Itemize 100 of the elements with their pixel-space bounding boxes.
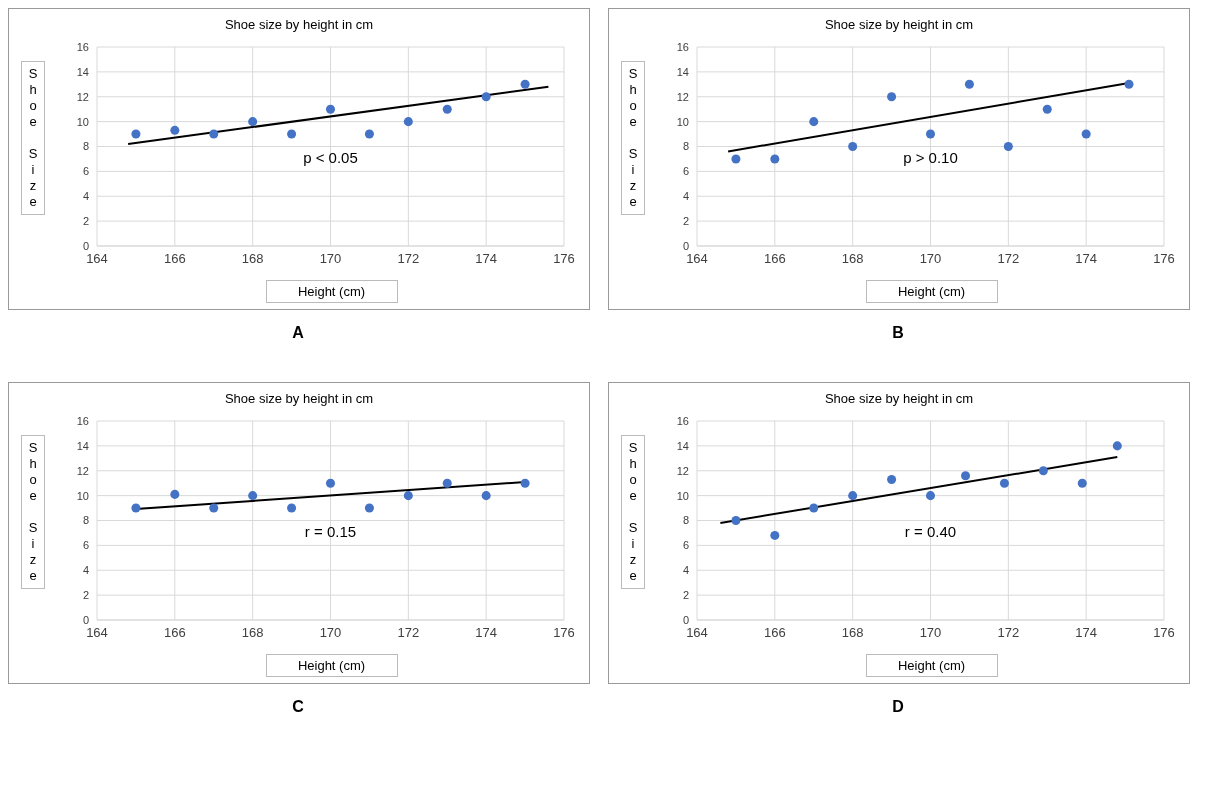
y-tick-label: 6	[682, 165, 689, 178]
x-tick-label: 176	[1153, 251, 1175, 267]
y-tick-label: 14	[76, 439, 89, 452]
x-tick-label: 164	[686, 625, 708, 641]
point	[248, 491, 258, 501]
x-tick-label: 164	[86, 251, 108, 267]
point	[170, 489, 180, 499]
annotation: p < 0.05	[302, 149, 359, 166]
y-tick-label: 12	[676, 90, 689, 103]
x-tick-label: 172	[997, 251, 1020, 267]
y-tick-label: 14	[76, 65, 89, 78]
x-tick-label: 172	[997, 625, 1020, 641]
x-tick-label: 166	[763, 251, 786, 267]
point	[1077, 478, 1087, 488]
x-axis-title: Height (cm)	[865, 280, 998, 303]
text: Shoe Size	[28, 440, 38, 583]
y-tick-label: 12	[76, 90, 89, 103]
point	[731, 515, 741, 526]
point	[364, 503, 374, 513]
y-tick-label: 14	[676, 65, 689, 78]
x-tick-label: 174	[1075, 251, 1098, 267]
chart-title: Shoe size by height in cm	[223, 17, 375, 32]
y-tick-label: 0	[82, 613, 89, 626]
chart-title: Shoe size by height in cm	[223, 391, 375, 406]
y-tick-label: 12	[76, 464, 89, 477]
point	[403, 117, 413, 127]
y-tick-label: 8	[682, 140, 689, 153]
point	[325, 104, 336, 114]
point	[770, 154, 780, 164]
y-tick-label: 10	[76, 115, 89, 128]
y-tick-label: 16	[76, 40, 89, 53]
point	[925, 129, 936, 139]
x-tick-label: 168	[241, 251, 264, 267]
point	[481, 92, 491, 102]
x-tick-label: 164	[686, 251, 708, 267]
point	[1042, 104, 1052, 114]
point	[481, 491, 491, 501]
y-tick-label: 0	[82, 239, 89, 252]
text: Shoe Size	[28, 66, 38, 209]
point	[209, 129, 219, 139]
point	[809, 117, 819, 127]
point	[287, 503, 297, 513]
annotation: p > 0.10	[902, 149, 959, 166]
x-tick-label: 168	[841, 625, 864, 641]
y-tick-label: 10	[676, 489, 689, 502]
point	[848, 491, 858, 501]
x-tick-label: 176	[1153, 625, 1175, 641]
x-tick-label: 170	[919, 625, 942, 641]
x-axis-title: Height (cm)	[265, 280, 398, 303]
x-tick-label: 170	[919, 251, 942, 267]
point	[325, 478, 336, 488]
point	[925, 491, 936, 501]
annotation: r = 0.15	[303, 523, 358, 540]
y-tick-label: 2	[82, 215, 89, 228]
y-tick-label: 16	[76, 414, 89, 427]
y-tick-label: 8	[82, 140, 89, 153]
point	[1112, 441, 1122, 451]
x-tick-label: 174	[475, 625, 498, 641]
point	[809, 503, 819, 513]
point	[964, 79, 974, 89]
x-tick-label: 172	[397, 625, 420, 641]
point	[887, 92, 897, 102]
point	[442, 104, 452, 114]
point	[999, 478, 1009, 488]
y-tick-label: 8	[82, 514, 89, 527]
point	[131, 129, 141, 139]
y-tick-label: 4	[682, 564, 689, 577]
point	[770, 530, 780, 540]
point	[248, 117, 258, 127]
chart-title: Shoe size by height in cm	[823, 17, 975, 32]
x-tick-label: 168	[241, 625, 264, 641]
y-tick-label: 10	[76, 489, 89, 502]
y-tick-label: 4	[82, 190, 89, 203]
y-tick-label: 16	[676, 414, 689, 427]
x-axis-title: Height (cm)	[265, 654, 398, 677]
text: Shoe Size	[628, 66, 638, 209]
point	[1124, 79, 1134, 89]
x-tick-label: 176	[553, 625, 575, 641]
point	[170, 125, 180, 135]
point	[520, 478, 530, 488]
y-tick-label: 16	[676, 40, 689, 53]
text: B	[891, 324, 905, 342]
x-tick-label: 174	[475, 251, 498, 267]
text: C	[291, 698, 305, 716]
y-tick-label: 8	[682, 514, 689, 527]
y-tick-label: 2	[682, 589, 689, 602]
text: A	[291, 324, 305, 342]
y-tick-label: 6	[82, 165, 89, 178]
point	[1038, 466, 1048, 476]
x-tick-label: 174	[1075, 625, 1098, 641]
y-tick-label: 4	[682, 190, 689, 203]
x-tick-label: 172	[397, 251, 420, 267]
point	[442, 478, 452, 488]
point	[887, 474, 897, 484]
y-tick-label: 4	[82, 564, 89, 577]
y-tick-label: 14	[676, 439, 689, 452]
x-tick-label: 168	[841, 251, 864, 267]
x-tick-label: 166	[163, 625, 186, 641]
point	[287, 129, 297, 139]
text: D	[891, 698, 905, 716]
